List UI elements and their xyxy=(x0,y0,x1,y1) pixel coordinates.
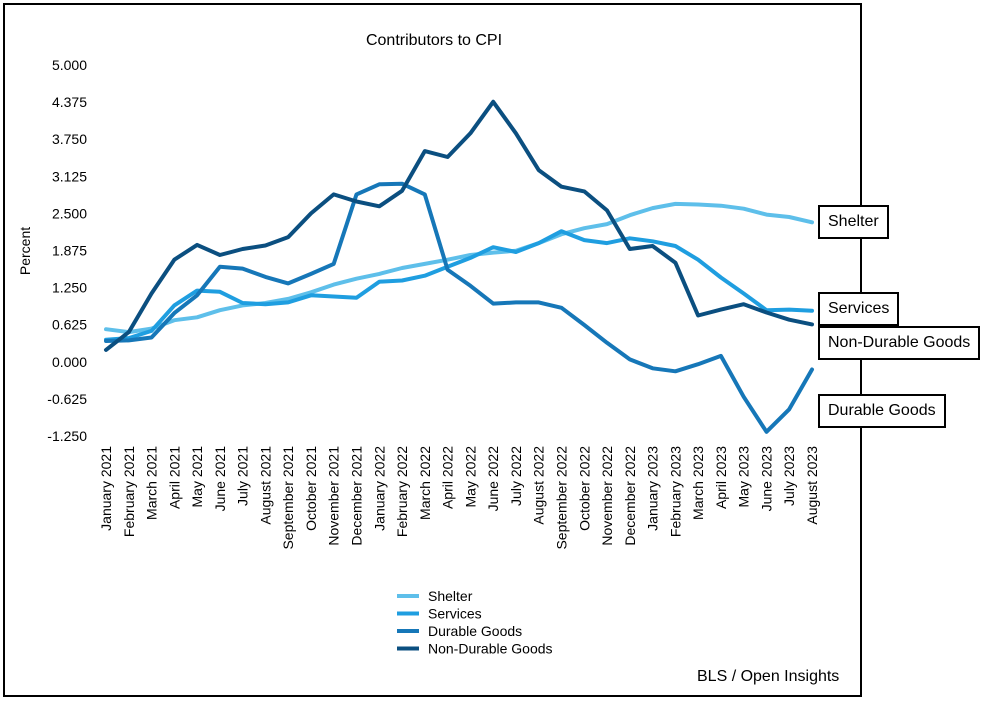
x-tick-label: February 2023 xyxy=(667,446,683,537)
y-axis-label: Percent xyxy=(17,227,33,275)
x-tick-label: April 2023 xyxy=(713,446,729,509)
x-tick-label: August 2021 xyxy=(257,446,273,525)
y-tick-label: 2.500 xyxy=(52,205,87,221)
y-tick-label: 1.875 xyxy=(52,243,87,259)
x-tick-label: May 2021 xyxy=(189,446,205,508)
y-tick-labels: 5.000 4.375 3.750 3.125 2.500 1.875 1.250 0.625… xyxy=(47,57,87,444)
x-tick-label: August 2022 xyxy=(531,446,547,525)
series-line-services xyxy=(104,229,814,342)
x-tick-label: January 2021 xyxy=(98,446,114,531)
legend-label-services: Services xyxy=(428,606,482,622)
x-tick-label: April 2022 xyxy=(440,446,456,509)
x-tick-label: March 2023 xyxy=(690,446,706,520)
x-tick-label: November 2021 xyxy=(326,446,342,546)
series-line-durable-goods xyxy=(104,181,814,434)
x-tick-label: July 2021 xyxy=(235,446,251,506)
x-tick-label: May 2023 xyxy=(736,446,752,508)
x-tick-label: January 2022 xyxy=(371,446,387,531)
x-tick-label: July 2022 xyxy=(508,446,524,506)
source-credit: BLS / Open Insights xyxy=(697,668,840,685)
x-tick-label: December 2021 xyxy=(349,446,365,546)
x-tick-label: June 2022 xyxy=(485,446,501,512)
y-tick-label: -1.250 xyxy=(47,428,87,444)
y-tick-label: 5.000 xyxy=(52,57,87,73)
x-tick-label: November 2022 xyxy=(599,446,615,546)
x-tick-label: February 2021 xyxy=(121,446,137,537)
series-line-shelter xyxy=(104,201,814,335)
y-tick-label: -0.625 xyxy=(47,391,87,407)
x-tick-label: February 2022 xyxy=(394,446,410,537)
x-tick-label: September 2022 xyxy=(553,446,569,550)
chart-title: Contributors to CPI xyxy=(366,32,502,49)
y-tick-label: 0.000 xyxy=(52,354,87,370)
y-tick-label: 4.375 xyxy=(52,94,87,110)
x-tick-label: March 2022 xyxy=(417,446,433,520)
x-tick-label: September 2021 xyxy=(280,446,296,550)
x-tick-labels: January 2021 February 2021 March 2021 April… xyxy=(98,446,820,550)
callout-durable-goods: Durable Goods xyxy=(818,394,946,428)
x-tick-label: January 2023 xyxy=(645,446,661,531)
x-tick-label: May 2022 xyxy=(462,446,478,508)
legend-label-durable-goods: Durable Goods xyxy=(428,623,522,639)
x-tick-label: December 2022 xyxy=(622,446,638,546)
callout-non-durable-goods: Non-Durable Goods xyxy=(818,326,981,360)
x-tick-label: August 2023 xyxy=(804,446,820,525)
x-tick-label: October 2021 xyxy=(303,446,319,531)
legend-label-non-durable-goods: Non-Durable Goods xyxy=(428,641,553,657)
x-tick-label: April 2021 xyxy=(166,446,182,509)
y-tick-label: 3.125 xyxy=(52,168,87,184)
callout-services: Services xyxy=(818,292,900,326)
y-tick-label: 0.625 xyxy=(52,317,87,333)
series-lines xyxy=(104,99,814,434)
x-tick-label: June 2021 xyxy=(212,446,228,512)
x-tick-label: June 2023 xyxy=(758,446,774,512)
x-tick-label: October 2022 xyxy=(576,446,592,531)
legend-label-shelter: Shelter xyxy=(428,588,473,604)
callout-shelter: Shelter xyxy=(818,205,889,239)
series-line-non-durable-goods xyxy=(104,99,814,352)
x-tick-label: March 2021 xyxy=(144,446,160,520)
y-tick-label: 3.750 xyxy=(52,131,87,147)
x-tick-label: July 2023 xyxy=(781,446,797,506)
y-tick-label: 1.250 xyxy=(52,280,87,296)
